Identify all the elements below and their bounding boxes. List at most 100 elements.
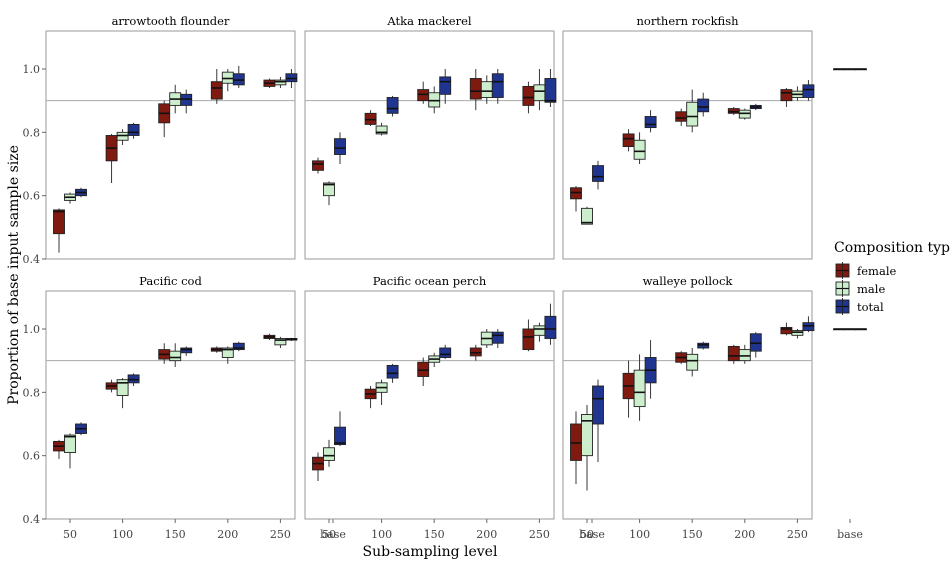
panel-frame [562, 30, 813, 260]
box-total [749, 332, 762, 358]
box-female [833, 328, 845, 331]
box-body [802, 84, 815, 98]
box-female [675, 351, 688, 364]
panel-strip [46, 10, 295, 31]
box-female [727, 344, 740, 364]
box-body [375, 125, 388, 135]
panel-title: northern rockfish [636, 14, 739, 28]
panel-frame [304, 30, 555, 260]
box-total [749, 103, 762, 111]
legend-title: Composition type [834, 240, 950, 256]
y-tick-label: 0.4 [23, 513, 41, 526]
box-body [544, 315, 557, 339]
box-body [633, 369, 646, 408]
box-total [386, 363, 399, 383]
box-male [738, 108, 751, 120]
panel-strip [563, 270, 812, 291]
x-tick-label: base [837, 528, 863, 541]
panel-title: Pacific ocean perch [373, 274, 487, 288]
box-body [469, 78, 482, 100]
box-male [844, 68, 856, 71]
x-tick-label: 50 [63, 528, 77, 541]
box-total [75, 422, 87, 436]
box-body [53, 209, 65, 235]
box-body [210, 81, 223, 100]
box-total [697, 92, 710, 117]
box-total [697, 341, 710, 350]
box-body [491, 73, 504, 98]
box-body [116, 379, 129, 396]
box-total [491, 329, 504, 348]
box-body [232, 342, 245, 351]
x-tick-label: 250 [787, 528, 808, 541]
box-total [802, 316, 815, 333]
panel: Pacific cod 0.4 0.6 0.8 1.0 50 100 150 200 250 bas… [23, 270, 350, 541]
y-tick-label: 1.0 [23, 63, 41, 76]
box-female [158, 100, 171, 138]
x-tick-label: 100 [112, 528, 133, 541]
y-tick-label: 0.6 [23, 450, 41, 463]
box-body [522, 328, 535, 351]
x-tick-label: 250 [270, 528, 291, 541]
box-female [158, 343, 171, 364]
box-total [855, 68, 867, 71]
box-total [439, 69, 452, 104]
box-body [386, 97, 399, 114]
box-body [64, 434, 76, 453]
box-total [127, 122, 140, 139]
panel: Pacific ocean perch 50 100 150 200 250 base [304, 270, 609, 541]
panel: northern rockfish [562, 10, 867, 260]
x-tick-label: 200 [476, 528, 497, 541]
panel-strip [563, 10, 812, 31]
box-male [116, 378, 129, 409]
legend: Composition type female male total [834, 240, 950, 315]
box-male [221, 346, 234, 364]
box-body [127, 123, 140, 136]
x-tick-label: 200 [734, 528, 755, 541]
box-body [780, 89, 793, 102]
box-male [581, 206, 593, 225]
x-tick-label: 250 [529, 528, 550, 541]
box-male [633, 354, 646, 421]
box-male [64, 433, 76, 469]
x-axis-title: Sub-sampling level [363, 544, 498, 560]
y-tick-label: 0.6 [23, 190, 41, 203]
box-female [469, 344, 482, 361]
box-body [533, 325, 546, 336]
box-female [312, 452, 324, 481]
panel-title: Atka mackerel [386, 14, 471, 28]
box-female [53, 208, 65, 253]
box-body [522, 85, 535, 106]
box-male [375, 379, 388, 405]
box-female [263, 333, 276, 341]
box-male [116, 129, 129, 145]
box-female [833, 68, 845, 71]
legend-label: female [857, 264, 897, 278]
box-male [428, 86, 441, 114]
box-total [127, 373, 140, 386]
panels-layer: arrowtooth flounder 0.4 0.6 0.8 1.0 Atka mack… [23, 10, 867, 541]
box-male [633, 132, 646, 164]
y-tick-label: 0.4 [23, 253, 41, 266]
box-total [386, 95, 399, 117]
y-tick-label: 0.8 [23, 126, 41, 139]
y-axis-title: Proportion of base input sample size [6, 145, 22, 405]
box-female [417, 357, 430, 386]
box-male [375, 122, 388, 136]
box-total [544, 69, 557, 107]
x-tick-label: base [320, 528, 346, 541]
box-total [232, 341, 245, 352]
box-body [697, 98, 710, 113]
box-body [323, 182, 335, 197]
panel-frame [45, 30, 296, 260]
panel-title: arrowtooth flounder [112, 14, 230, 28]
box-total [544, 303, 557, 345]
box-male [844, 328, 856, 331]
box-male [274, 76, 287, 88]
box-male [686, 348, 699, 377]
box-total [180, 89, 193, 114]
box-total [644, 340, 657, 399]
box-female [105, 133, 118, 183]
box-body [592, 165, 604, 182]
box-total [75, 187, 87, 198]
